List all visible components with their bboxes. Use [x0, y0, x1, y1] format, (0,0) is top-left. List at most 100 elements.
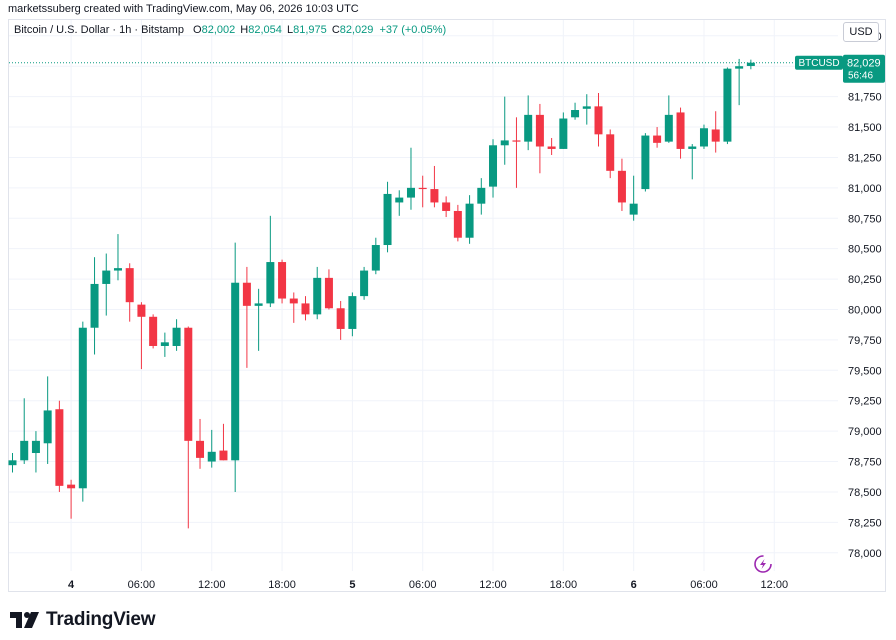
candle-down[interactable] [535, 103, 544, 174]
candle-up[interactable] [723, 67, 732, 145]
candle-up[interactable] [8, 453, 17, 473]
candle-up[interactable] [313, 266, 322, 320]
candle-body [453, 210, 462, 238]
candle-up[interactable] [231, 242, 240, 492]
candle-up[interactable] [113, 234, 122, 281]
candle-up[interactable] [664, 95, 673, 143]
candle-down[interactable] [289, 292, 298, 323]
candle-up[interactable] [641, 133, 650, 192]
candle-up[interactable] [207, 429, 216, 468]
candle-up[interactable] [582, 94, 591, 125]
candle-body [559, 118, 568, 149]
candle-up[interactable] [735, 58, 744, 106]
candle-down[interactable] [55, 400, 64, 492]
candle-body [711, 129, 720, 142]
candle-up[interactable] [78, 321, 87, 502]
candle-up[interactable] [383, 181, 392, 253]
candle-body [653, 135, 662, 143]
candle-up[interactable] [90, 257, 99, 355]
candle-down[interactable] [547, 137, 556, 156]
candle-down[interactable] [606, 129, 615, 179]
y-tick-label: 79,000 [848, 426, 882, 438]
y-tick-label: 79,500 [848, 365, 882, 377]
candle-down[interactable] [242, 266, 251, 368]
candle-body [594, 106, 603, 135]
chart-frame[interactable] [8, 19, 886, 592]
candle-down[interactable] [453, 204, 462, 242]
candle-down[interactable] [219, 423, 228, 461]
candle-up[interactable] [43, 376, 52, 464]
candle-body [699, 128, 708, 147]
candle-down[interactable] [336, 300, 345, 340]
candle-down[interactable] [711, 111, 720, 153]
candle-body [137, 304, 146, 317]
candle-up[interactable] [699, 124, 708, 149]
candle-down[interactable] [196, 418, 205, 469]
candle-up[interactable] [254, 288, 263, 351]
candle-down[interactable] [676, 107, 685, 159]
candle-up[interactable] [688, 144, 697, 180]
candle-body [43, 410, 52, 444]
candle-up[interactable] [629, 175, 638, 221]
time-axis: 4 06:00 12:00 18:00 5 06:00 12:00 18:00 6 06:00 12… [68, 579, 788, 591]
candle-down[interactable] [617, 158, 626, 211]
y-tick-label: 81,000 [848, 183, 882, 195]
candle-up[interactable] [360, 266, 369, 300]
candle-up[interactable] [172, 319, 181, 351]
candle-down[interactable] [430, 165, 439, 208]
candle-up[interactable] [406, 147, 415, 210]
candle-up[interactable] [477, 178, 486, 215]
candle-up[interactable] [746, 59, 755, 70]
candle-down[interactable] [594, 92, 603, 147]
candle-down[interactable] [137, 302, 146, 370]
candle-up[interactable] [395, 190, 404, 216]
candle-down[interactable] [512, 117, 521, 188]
candle-up[interactable] [571, 102, 580, 120]
candle-down[interactable] [324, 269, 333, 310]
candle-body [242, 282, 251, 306]
candle-down[interactable] [653, 127, 662, 148]
candle-body [664, 114, 673, 142]
candle-down[interactable] [125, 263, 134, 322]
candle-body [477, 187, 486, 204]
tradingview-logo[interactable]: TradingView [10, 609, 156, 631]
candle-up[interactable] [371, 237, 380, 275]
candle-up[interactable] [559, 112, 568, 149]
candle-down[interactable] [149, 314, 158, 349]
candle-up[interactable] [102, 253, 111, 316]
candle-up[interactable] [31, 431, 40, 473]
candle-body [184, 327, 193, 441]
candle-down[interactable] [418, 175, 427, 208]
candle-up[interactable] [524, 95, 533, 151]
candle-body [67, 484, 76, 489]
x-tick-label: 4 [68, 579, 75, 591]
candle-body [301, 303, 310, 315]
candle-body [90, 283, 99, 328]
tradingview-wordmark: TradingView [46, 609, 156, 630]
candle-down[interactable] [67, 479, 76, 519]
candle-down[interactable] [278, 259, 287, 304]
candle-body [688, 146, 697, 149]
chart-attribution: marketssuberg created with TradingView.c… [8, 3, 359, 15]
currency-button[interactable]: USD [843, 22, 879, 42]
candle-down[interactable] [442, 196, 451, 218]
y-tick-label: 78,000 [848, 548, 882, 560]
candle-up[interactable] [465, 195, 474, 244]
last-price-value: 82,029 [847, 58, 881, 70]
candle-up[interactable] [489, 139, 498, 198]
snapshot-icon[interactable] [754, 555, 772, 573]
candle-up[interactable] [160, 332, 169, 357]
candle-up[interactable] [348, 292, 357, 337]
candle-body [149, 316, 158, 346]
candle-body [313, 277, 322, 315]
candle-up[interactable] [500, 96, 509, 165]
candle-body [641, 135, 650, 190]
candle-down[interactable] [301, 296, 310, 321]
legend-low-label: L [286, 24, 294, 36]
candle-up[interactable] [266, 215, 275, 308]
candle-down[interactable] [184, 326, 193, 529]
y-tick-label: 81,750 [848, 92, 882, 104]
candle-body [383, 193, 392, 246]
candle-up[interactable] [20, 398, 29, 464]
